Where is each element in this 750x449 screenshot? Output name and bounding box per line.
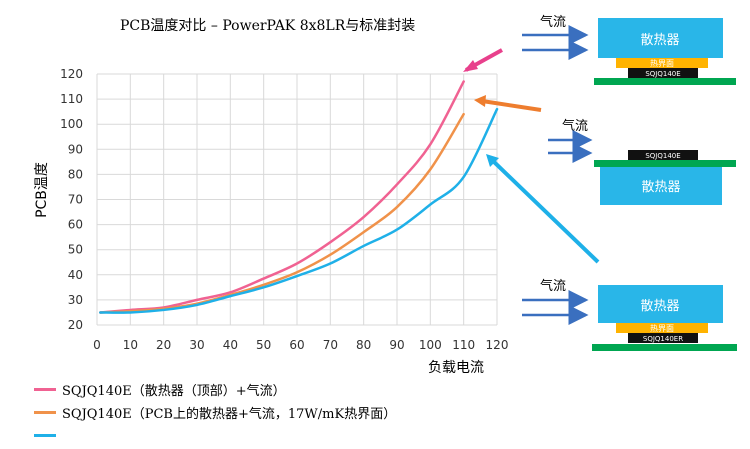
x-tick-label: 90 bbox=[389, 338, 404, 352]
x-tick-label: 10 bbox=[123, 338, 138, 352]
x-tick-label: 40 bbox=[223, 338, 238, 352]
y-tick-label: 60 bbox=[68, 218, 83, 232]
legend-item: SQJQ140E（PCB上的散热器+气流，17W/mK热界面） bbox=[34, 401, 396, 424]
x-tick-labels: 0 10 20 30 40 50 60 70 80 90 100 110 120 bbox=[93, 338, 508, 352]
x-tick-label: 100 bbox=[419, 338, 442, 352]
data-series bbox=[99, 80, 499, 314]
y-tick-label: 90 bbox=[68, 142, 83, 156]
x-tick-label: 60 bbox=[289, 338, 304, 352]
blue-pointer-arrow bbox=[490, 158, 600, 264]
series-line-3 bbox=[99, 107, 499, 314]
legend-item: SQJQ140E（散热器（顶部）+气流） bbox=[34, 378, 396, 401]
heatsink-block bbox=[598, 18, 723, 58]
diagram-heatsink-top-tim: 气流 散热器 热界面 SQJQ140ER bbox=[522, 278, 737, 351]
x-tick-label: 120 bbox=[486, 338, 509, 352]
x-tick-label: 50 bbox=[256, 338, 271, 352]
grid-lines bbox=[96, 73, 498, 326]
diagram-heatsink-top: 气流 散热器 热界面 SQJQ140E bbox=[522, 14, 736, 85]
legend-label: SQJQ140E（散热器（顶部）+气流） bbox=[62, 384, 286, 399]
chip-package bbox=[628, 68, 698, 78]
chart-title: PCB温度对比 – PowerPAK 8x8LR与标准封装 bbox=[120, 18, 415, 34]
heatsink-label: 散热器 bbox=[640, 299, 679, 314]
orange-pointer-arrow bbox=[481, 99, 542, 112]
chip-label: SQJQ140ER bbox=[643, 335, 683, 343]
chip-package bbox=[628, 150, 698, 160]
diagram-heatsink-below-pcb: 气流 SQJQ140E 散热器 bbox=[548, 118, 736, 205]
chip-package bbox=[628, 333, 698, 343]
x-tick-label: 70 bbox=[323, 338, 338, 352]
airflow-label: 气流 bbox=[562, 118, 588, 134]
x-tick-label: 30 bbox=[189, 338, 204, 352]
y-tick-label: 80 bbox=[68, 167, 83, 181]
y-tick-labels: 20 30 40 50 60 70 80 90 100 110 120 bbox=[60, 67, 83, 332]
x-tick-label: 0 bbox=[93, 338, 101, 352]
x-tick-label: 20 bbox=[156, 338, 171, 352]
y-tick-label: 40 bbox=[68, 268, 83, 282]
heatsink-block bbox=[598, 285, 723, 323]
legend-swatch bbox=[34, 434, 56, 437]
y-tick-label: 50 bbox=[68, 243, 83, 257]
pcb-board bbox=[594, 160, 736, 167]
y-tick-label: 20 bbox=[68, 318, 83, 332]
heatsink-label: 散热器 bbox=[640, 33, 679, 48]
y-tick-label: 70 bbox=[68, 193, 83, 207]
x-tick-label: 80 bbox=[356, 338, 371, 352]
x-axis-label: 负载电流 bbox=[428, 360, 484, 376]
pointer-arrows bbox=[463, 48, 600, 264]
series-line-2 bbox=[99, 112, 465, 314]
legend-item bbox=[34, 424, 396, 447]
legend-swatch bbox=[34, 411, 56, 414]
interface-label: 热界面 bbox=[650, 323, 674, 333]
interface-label: 热界面 bbox=[650, 58, 674, 68]
x-tick-label: 110 bbox=[452, 338, 475, 352]
airflow-label: 气流 bbox=[540, 14, 566, 30]
chart-legend: SQJQ140E（散热器（顶部）+气流） SQJQ140E（PCB上的散热器+气… bbox=[34, 378, 396, 447]
legend-swatch bbox=[34, 388, 56, 391]
y-tick-label: 110 bbox=[60, 92, 83, 106]
y-tick-label: 30 bbox=[68, 293, 83, 307]
legend-label: SQJQ140E（PCB上的散热器+气流，17W/mK热界面） bbox=[62, 407, 397, 422]
y-axis-label: PCB温度 bbox=[34, 162, 50, 218]
heatsink-block bbox=[600, 167, 722, 205]
heatsink-label: 散热器 bbox=[641, 180, 680, 195]
thermal-interface bbox=[616, 58, 708, 68]
orange-pointer-arrowhead bbox=[474, 95, 486, 107]
pcb-board bbox=[592, 344, 737, 351]
pcb-board bbox=[594, 78, 736, 85]
y-tick-label: 120 bbox=[60, 67, 83, 81]
blue-pointer-arrowhead bbox=[486, 154, 499, 167]
y-tick-label: 100 bbox=[60, 117, 83, 131]
chip-label: SQJQ140E bbox=[645, 70, 680, 78]
chip-label: SQJQ140E bbox=[645, 152, 680, 160]
airflow-label: 气流 bbox=[540, 278, 566, 294]
thermal-interface bbox=[616, 323, 708, 333]
pink-pointer-arrowhead bbox=[463, 60, 478, 72]
